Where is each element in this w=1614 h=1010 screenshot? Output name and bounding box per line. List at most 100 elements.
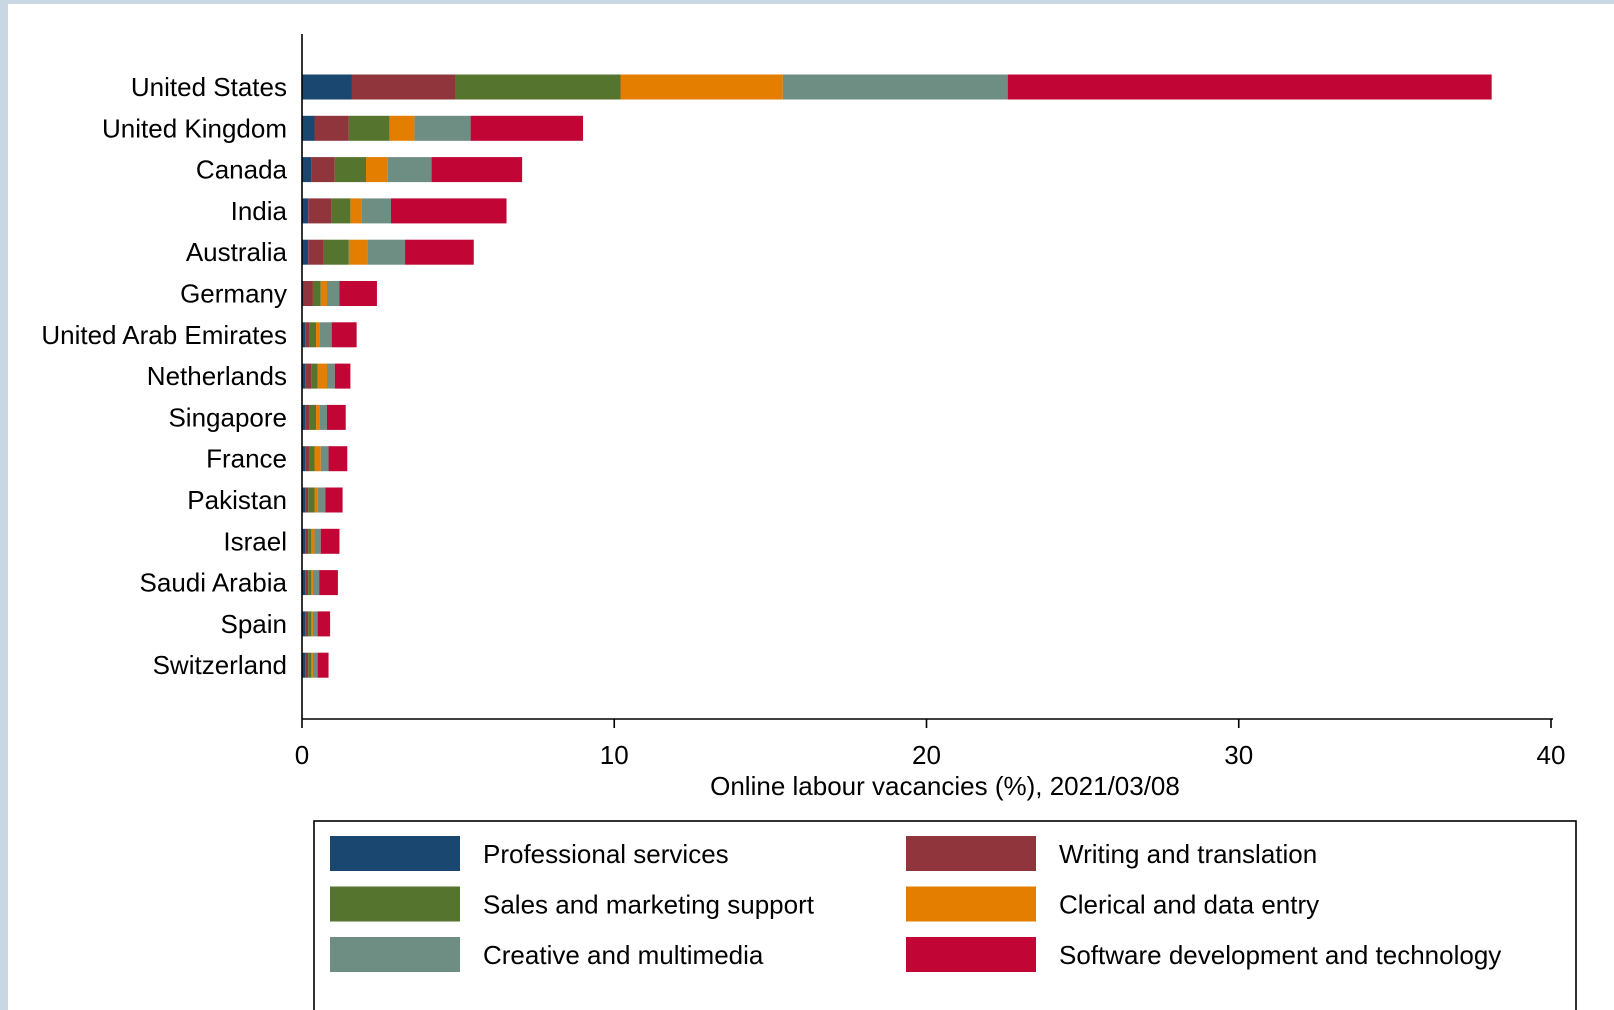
bar-segment (331, 322, 357, 348)
bar-segment (319, 322, 332, 348)
x-tick-label: 10 (600, 740, 629, 770)
legend-swatch (906, 836, 1036, 871)
legend-label: Professional services (483, 839, 729, 869)
bar-segment (314, 528, 321, 554)
bar-segment (366, 157, 388, 183)
bar-segment (390, 198, 507, 224)
bar-segment (311, 570, 313, 596)
bar-segment (302, 74, 352, 100)
x-ticks: 0 10 20 30 40 (295, 719, 1566, 770)
bar-segment (339, 281, 377, 306)
bar-segment (334, 157, 367, 183)
bar-segment (320, 281, 327, 306)
bar-segment (309, 322, 317, 348)
bar-segment (312, 652, 318, 678)
bar-segment (348, 115, 390, 141)
category-label: Singapore (168, 402, 287, 432)
category-label: Netherlands (147, 361, 287, 391)
category-label: Canada (196, 155, 288, 185)
category-label: Switzerland (153, 650, 287, 680)
bar-segment (319, 404, 327, 430)
bar-segment (367, 239, 406, 265)
bar-segment (305, 570, 309, 596)
bar-segment (302, 239, 309, 265)
bar-segment (328, 446, 348, 472)
bar-segment (311, 363, 318, 389)
x-tick-label: 0 (295, 740, 309, 770)
bar-segment (302, 652, 306, 678)
bar-segment (455, 74, 621, 100)
bar-segment (320, 528, 340, 554)
bar-segment (319, 570, 338, 596)
bar-segment (305, 652, 309, 678)
bar-segment (311, 652, 313, 678)
bar-segment (308, 487, 315, 513)
bar-segment (302, 157, 312, 183)
bar-segment (317, 611, 331, 637)
x-axis-title: Online labour vacancies (%), 2021/03/08 (710, 771, 1180, 801)
legend-label: Writing and translation (1059, 839, 1317, 869)
bar-segment (309, 446, 315, 472)
bar-segment (317, 652, 329, 678)
bar-segment (311, 528, 315, 554)
chart-panel: United States United Kingdom Canada India Au… (8, 4, 1614, 1010)
bar-segment (302, 487, 306, 513)
bar-segment (316, 404, 320, 430)
bar-segment (308, 611, 312, 637)
bar-segment (334, 363, 351, 389)
legend-label: Clerical and data entry (1059, 890, 1319, 920)
bar-segment (308, 652, 312, 678)
bar-segment (331, 198, 351, 224)
category-label: Spain (221, 609, 288, 639)
legend-swatch (330, 836, 460, 871)
chart: United States United Kingdom Canada India Au… (41, 34, 1577, 1010)
bar-segment (323, 239, 349, 265)
bar-segment (782, 74, 1008, 100)
x-tick-label: 30 (1224, 740, 1253, 770)
bar-segment (316, 322, 320, 348)
legend-swatch (906, 886, 1036, 922)
bar-segment (302, 611, 306, 637)
bar-segment (308, 528, 312, 554)
category-label: Saudi Arabia (140, 568, 288, 598)
bar-segment (308, 239, 324, 265)
bar-segment (325, 487, 343, 513)
bar-segment (305, 404, 310, 430)
legend-label: Sales and marketing support (483, 890, 815, 920)
bars-group (302, 74, 1492, 678)
bar-segment (314, 446, 321, 472)
bar-segment (308, 198, 332, 224)
bar-segment (389, 115, 415, 141)
legend-swatch (906, 937, 1036, 972)
legend-swatch (330, 886, 460, 922)
bar-segment (320, 446, 329, 472)
bar-segment (314, 115, 349, 141)
bar-segment (470, 115, 584, 141)
bar-segment (302, 198, 309, 224)
bar-segment (305, 487, 309, 513)
category-label: France (206, 444, 287, 474)
bar-segment (312, 281, 321, 306)
bar-segment (305, 528, 309, 554)
bar-segment (350, 198, 362, 224)
bar-segment (351, 74, 456, 100)
bar-segment (326, 363, 335, 389)
bar-segment (302, 528, 306, 554)
bar-segment (309, 404, 317, 430)
bar-segment (305, 322, 310, 348)
bar-segment (361, 198, 391, 224)
bar-segment (387, 157, 432, 183)
category-labels: United States United Kingdom Canada India Au… (41, 72, 287, 680)
bar-segment (312, 570, 320, 596)
legend-label: Creative and multimedia (483, 940, 764, 970)
category-label: Australia (186, 237, 288, 267)
category-label: Israel (223, 526, 287, 556)
bar-segment (348, 239, 368, 265)
bar-segment (312, 611, 318, 637)
category-label: United Kingdom (102, 113, 287, 143)
bar-segment (303, 281, 313, 306)
bar-segment (305, 611, 309, 637)
x-tick-label: 40 (1537, 740, 1566, 770)
bar-segment (308, 570, 312, 596)
category-label: Pakistan (187, 485, 287, 515)
